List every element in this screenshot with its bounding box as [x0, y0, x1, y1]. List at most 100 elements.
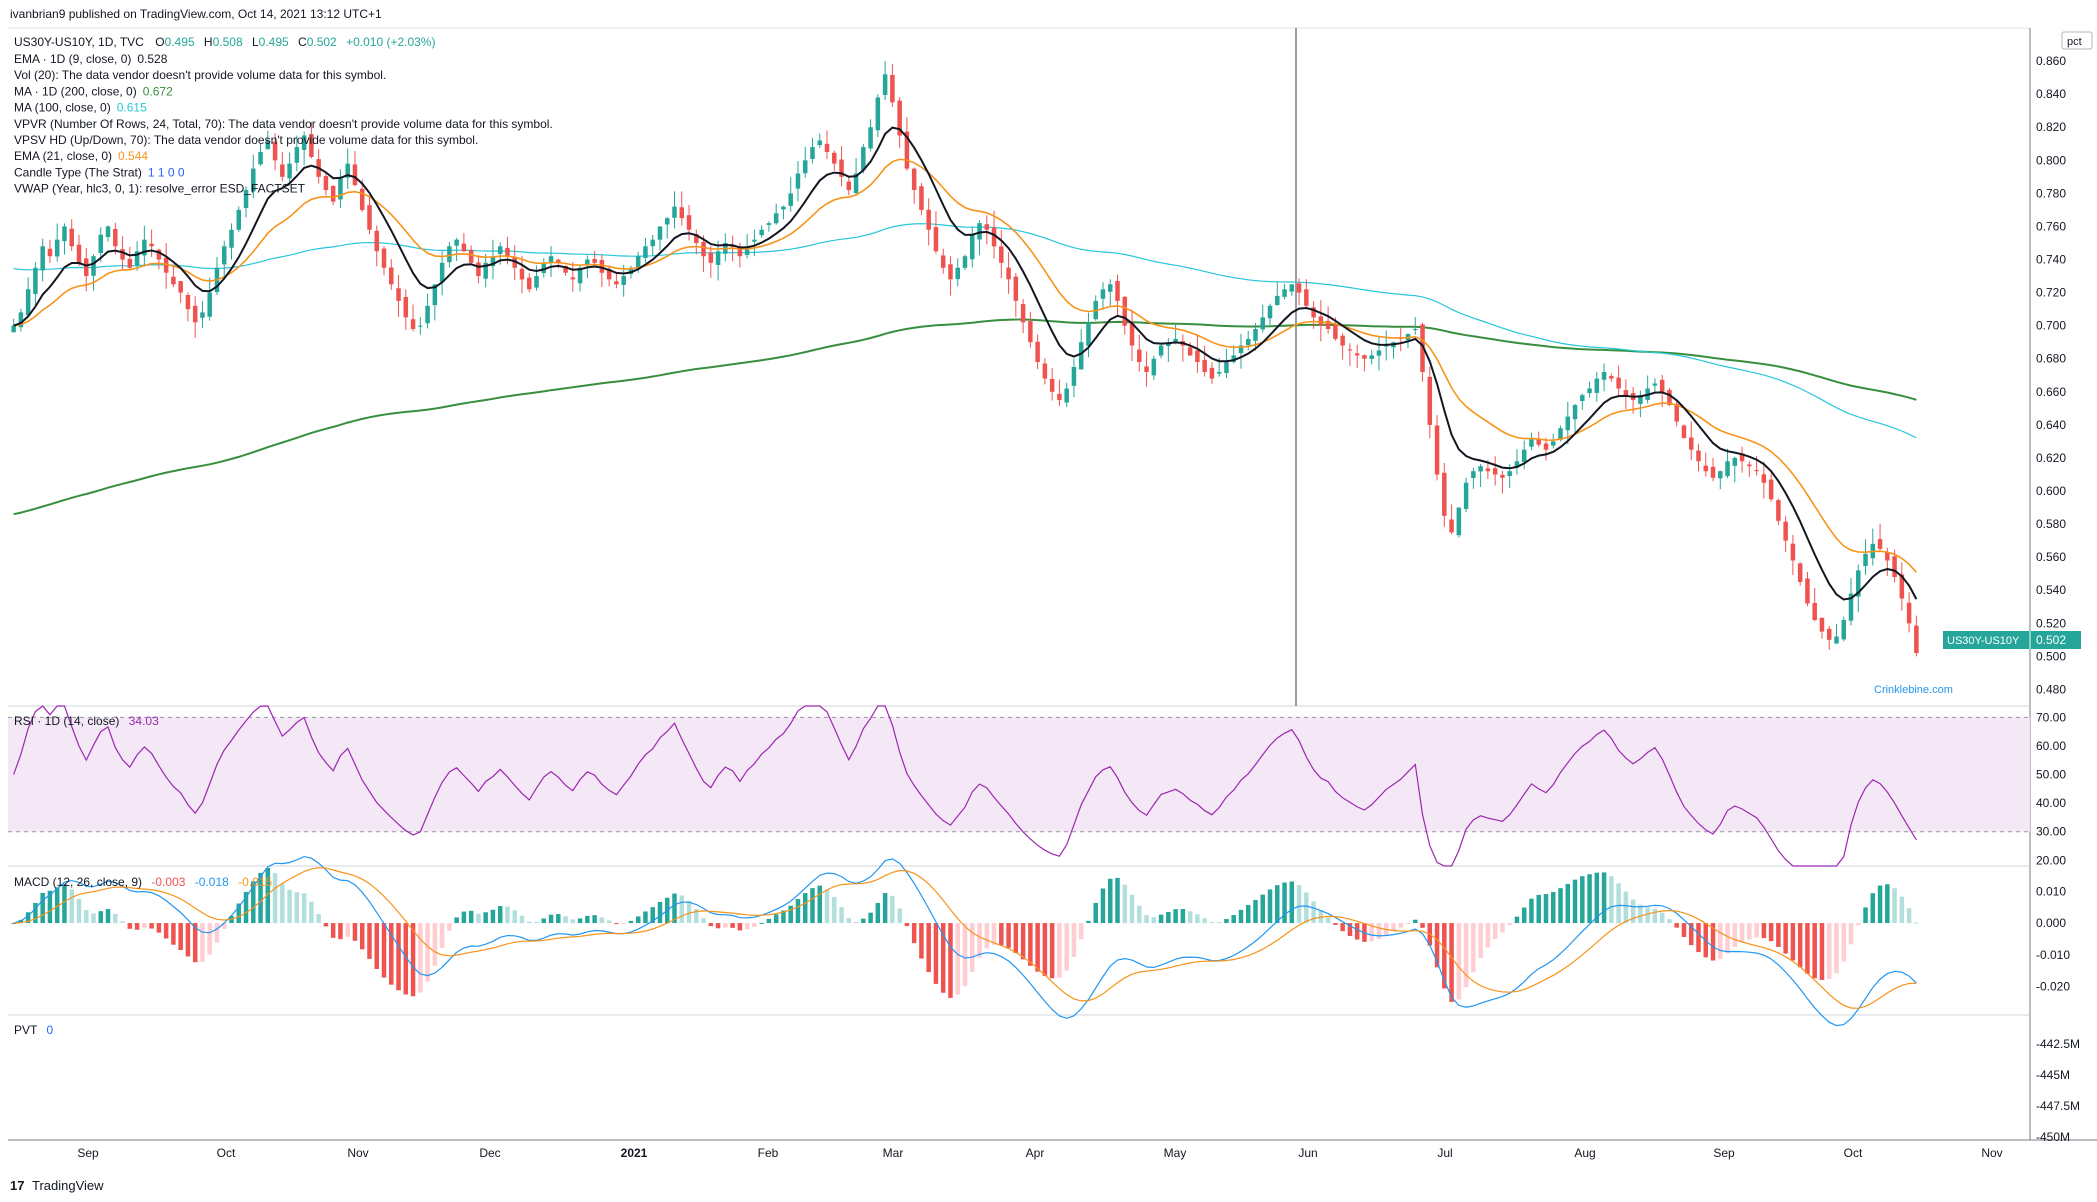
macd-histogram-bar [955, 923, 960, 995]
candle-body [1028, 321, 1033, 343]
macd-histogram-bar [1275, 885, 1280, 924]
macd-histogram-bar [868, 912, 873, 924]
macd-histogram-bar [323, 923, 329, 927]
macd-histogram-bar [171, 923, 176, 945]
candle-body [679, 207, 685, 219]
candle-body [236, 209, 242, 230]
candle-body [1209, 367, 1215, 379]
candle-body [345, 163, 350, 178]
candle-body [389, 267, 394, 285]
macd-histogram-bar [149, 923, 154, 929]
macd-histogram-bar [338, 923, 343, 940]
rsi-tick: 40.00 [2036, 796, 2066, 810]
time-tick: Dec [479, 1146, 500, 1160]
macd-histogram-bar [1267, 889, 1273, 924]
candle-body [149, 243, 154, 247]
macd-histogram-bar [236, 903, 242, 924]
macd-histogram-bar [1071, 923, 1077, 957]
candle-body [933, 227, 939, 252]
candle-body [1449, 519, 1454, 533]
candle-body [258, 152, 263, 165]
price-tick: 0.580 [2036, 517, 2066, 531]
macd-histogram-bar [69, 889, 74, 924]
macd-histogram-bar [367, 923, 372, 959]
candle-body [904, 131, 910, 169]
macd-histogram-bar [599, 917, 605, 924]
macd-histogram-bar [635, 916, 641, 924]
candle-body [948, 264, 953, 280]
symbol-legend[interactable]: US30Y-US10Y, 1D, TVC O0.495 H0.508 L0.49… [14, 35, 435, 49]
macd-histogram-bar [1434, 923, 1440, 968]
svg-text:17: 17 [10, 1178, 24, 1193]
macd-histogram-bar [570, 919, 576, 924]
candle-body [628, 267, 634, 274]
macd-histogram-bar [1710, 923, 1716, 961]
candle-body [773, 213, 779, 224]
macd-histogram-bar [1790, 923, 1796, 961]
macd-histogram-bar [432, 923, 438, 966]
macd-histogram-bar [1195, 914, 1200, 924]
macd-histogram-bar [1652, 908, 1658, 924]
macd-histogram-bar [163, 923, 169, 939]
macd-histogram-bar [25, 912, 31, 924]
candle-body [1500, 474, 1505, 478]
macd-histogram-bar [1224, 919, 1229, 924]
candle-body [403, 296, 409, 318]
macd-histogram-bar [650, 907, 655, 924]
macd-histogram-bar [781, 910, 786, 924]
candle-body [1521, 449, 1527, 462]
candle-body [1718, 471, 1723, 479]
macd-histogram-bar [853, 921, 859, 924]
candle-body [1710, 466, 1716, 478]
macd-tick: -0.010 [2036, 948, 2070, 962]
macd-histogram-bar [926, 923, 931, 973]
candle-body [1456, 507, 1462, 536]
macd-histogram-bar [251, 881, 256, 924]
candle-body [91, 256, 96, 276]
candle-body [54, 239, 60, 257]
macd-histogram-bar [577, 918, 583, 924]
macd-histogram-bar [214, 923, 220, 943]
macd-histogram-bar [1064, 923, 1069, 971]
macd-histogram-bar [505, 906, 510, 924]
candle-body [1601, 371, 1607, 380]
candle-body [643, 246, 648, 258]
macd-histogram-bar [1492, 923, 1498, 939]
candle-body [1580, 395, 1585, 402]
price-tick: 0.760 [2036, 219, 2066, 233]
last-price-label: US30Y-US10Y 0.502 [1943, 631, 2081, 649]
candle-body [737, 246, 743, 257]
legend-line-value: 1 1 0 0 [148, 165, 185, 179]
candle-body [1340, 335, 1345, 346]
candle-body [592, 258, 597, 263]
macd-histogram-bar [1020, 923, 1026, 960]
candle-body [425, 305, 430, 324]
macd-histogram-bar [1057, 923, 1062, 978]
macd-histogram-bar [1173, 909, 1178, 924]
candle-body [606, 268, 612, 280]
macd-histogram-bar [476, 913, 481, 924]
macd-histogram-bar [657, 901, 663, 924]
macd-histogram-bar [788, 905, 793, 924]
price-tick: 0.520 [2036, 616, 2066, 630]
candle-body [1819, 617, 1825, 632]
macd-histogram-bar [1863, 907, 1868, 924]
axis-unit-badge[interactable]: pct [2061, 31, 2093, 50]
macd-histogram-bar [592, 915, 597, 924]
macd-histogram-bar [1449, 923, 1454, 1002]
price-tick: 0.600 [2036, 484, 2066, 498]
ema9-line [13, 126, 1918, 601]
macd-histogram-bar [1609, 876, 1614, 924]
candle-body [1427, 376, 1433, 425]
candle-body [251, 168, 256, 192]
candle-body [694, 234, 699, 243]
price-tick: 0.780 [2036, 186, 2066, 200]
candle-body [280, 164, 285, 177]
macd-histogram-bar [708, 923, 714, 927]
macd-tick: -0.020 [2036, 979, 2070, 993]
macd-histogram-bar [940, 923, 946, 993]
time-tick: Sep [77, 1146, 99, 1160]
macd-histogram-bar [948, 923, 953, 998]
macd-histogram-bar [512, 910, 517, 924]
